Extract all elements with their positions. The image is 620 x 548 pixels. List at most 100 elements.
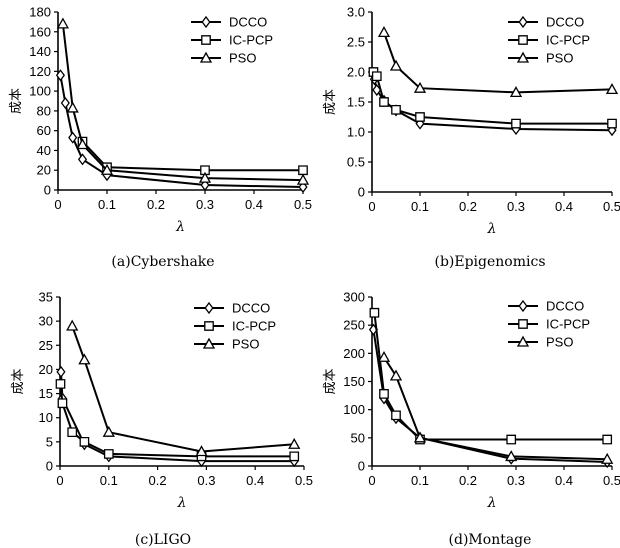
series-line-ic-pcp	[372, 71, 612, 125]
y-tick-label: 20	[37, 163, 51, 178]
legend-label-dcco: DCCO	[546, 15, 584, 30]
legend-marker-dcco	[518, 15, 528, 29]
x-tick-label: 0	[368, 473, 375, 488]
x-tick-label: 0.5	[295, 473, 313, 488]
panel-caption: (a)Cybershake	[111, 254, 214, 270]
y-tick-label: 10	[39, 410, 53, 425]
y-tick-label: 20	[39, 362, 53, 377]
x-tick-label: 0.5	[294, 197, 312, 212]
x-tick-label: 0.3	[507, 199, 525, 214]
y-tick-label: 25	[39, 338, 53, 353]
data-point-ic-pcp	[298, 165, 308, 176]
data-point-pso	[100, 163, 114, 175]
legend-marker-pso	[199, 51, 213, 63]
y-tick-label: 2.0	[347, 65, 365, 80]
data-point-ic-pcp	[391, 410, 401, 421]
x-tick-label: 0.1	[98, 197, 116, 212]
x-tick-label: 0.4	[555, 199, 573, 214]
x-tick-label: 0.3	[196, 197, 214, 212]
data-point-pso	[78, 353, 91, 365]
x-tick-label: 0.2	[459, 199, 477, 214]
y-tick-label: 200	[343, 346, 365, 361]
x-tick-label: 0.5	[603, 473, 620, 488]
legend-label-ic-pcp: IC-PCP	[546, 33, 590, 48]
y-tick-label: 60	[37, 123, 51, 138]
y-tick-label: 140	[29, 44, 51, 59]
data-point-ic-pcp	[602, 434, 613, 445]
x-tick-label: 0.2	[147, 197, 165, 212]
data-point-pso	[66, 319, 79, 331]
series-line-ic-pcp	[373, 312, 608, 441]
chart-panel-2: 0 0.5 1.0 1.5 2.0 2.5 3.0 0 0.1 0.2 0.3 0.4 0.5 成本 λ (b…	[323, 5, 620, 271]
data-point-ic-pcp	[103, 449, 114, 459]
legend-marker-dcco	[201, 15, 211, 29]
legend-label-ic-pcp: IC-PCP	[232, 319, 276, 334]
y-axis-label: 成本	[9, 88, 24, 114]
data-point-pso	[605, 83, 619, 95]
data-point-dcco	[298, 180, 308, 194]
y-tick-label: 0	[44, 183, 51, 198]
y-tick-label: 120	[29, 64, 51, 79]
data-point-pso	[296, 173, 310, 185]
chart-panel-3: 0 5 10 15 20 25 30 35 0 0.1 0.2 0.3 0.4 0.5 成本 λ (c)LIGO…	[11, 290, 313, 548]
y-tick-label: 30	[39, 314, 53, 329]
data-point-pso	[288, 437, 301, 449]
x-tick-label: 0.3	[197, 473, 215, 488]
data-point-pso	[377, 350, 391, 362]
data-point-ic-pcp	[200, 165, 210, 176]
data-point-dcco	[55, 69, 66, 82]
series-line-dcco	[372, 329, 608, 464]
data-point-pso	[389, 59, 403, 71]
x-tick-label: 0.2	[459, 473, 477, 488]
x-axis-label: λ	[487, 495, 497, 511]
x-tick-label: 0.4	[245, 197, 263, 212]
y-axis-label: 成本	[323, 368, 338, 394]
x-tick-label: 0.1	[411, 473, 429, 488]
legend-label-ic-pcp: IC-PCP	[546, 317, 590, 332]
legend-label-ic-pcp: IC-PCP	[229, 33, 273, 48]
panel-caption: (b)Epigenomics	[434, 254, 545, 270]
legend-marker-pso	[516, 335, 530, 347]
legend-label-pso: PSO	[229, 51, 256, 66]
data-point-pso	[195, 445, 208, 457]
y-tick-label: 5	[46, 434, 53, 449]
data-point-ic-pcp	[55, 379, 66, 389]
data-point-pso	[198, 171, 212, 183]
data-point-ic-pcp	[379, 389, 389, 399]
y-tick-label: 0	[358, 459, 365, 474]
y-axis-label: 成本	[323, 89, 338, 115]
data-point-pso	[102, 425, 115, 437]
legend-label-dcco: DCCO	[232, 301, 270, 316]
x-tick-label: 0	[56, 473, 63, 488]
legend-label-pso: PSO	[546, 335, 573, 350]
x-tick-label: 0.1	[100, 473, 118, 488]
data-point-ic-pcp	[379, 97, 389, 107]
series-line-pso	[61, 23, 304, 182]
y-tick-label: 0.5	[347, 155, 365, 170]
chart-panel-1: 0 20 40 60 80 100 120 140 160 180 0 0.1 0.2 0.3 0.4 0.5…	[9, 5, 312, 271]
data-point-ic-pcp	[415, 112, 425, 122]
y-tick-label: 1.0	[347, 125, 365, 140]
y-tick-label: 0	[358, 185, 365, 200]
data-point-ic-pcp	[511, 118, 521, 129]
y-tick-label: 150	[343, 374, 365, 389]
legend-label-pso: PSO	[546, 51, 573, 66]
data-point-pso	[76, 138, 89, 150]
data-point-ic-pcp	[289, 451, 300, 462]
y-tick-label: 160	[29, 24, 51, 39]
y-tick-label: 35	[39, 290, 53, 305]
x-tick-label: 0.4	[555, 473, 573, 488]
x-tick-label: 0	[54, 197, 61, 212]
legend-marker-ic-pcp	[204, 321, 214, 331]
data-point-ic-pcp	[57, 398, 68, 409]
data-point-pso	[56, 17, 70, 29]
legend-label-pso: PSO	[232, 337, 259, 352]
panel-caption: (d)Montage	[449, 532, 532, 548]
data-point-dcco	[56, 365, 66, 378]
x-tick-label: 0.2	[149, 473, 167, 488]
legend-marker-ic-pcp	[518, 35, 528, 45]
y-tick-label: 100	[29, 84, 51, 99]
y-tick-label: 180	[29, 5, 51, 20]
x-axis-label: λ	[177, 495, 187, 511]
